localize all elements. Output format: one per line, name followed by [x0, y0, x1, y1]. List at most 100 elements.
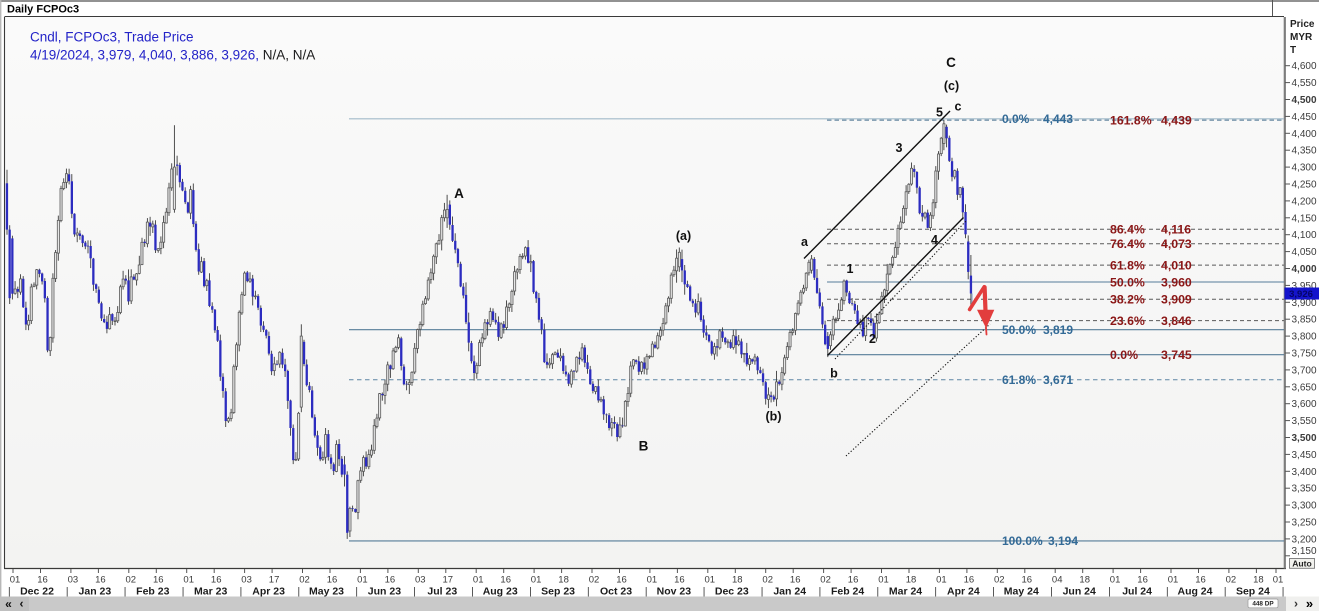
svg-text:|: | — [645, 587, 648, 598]
svg-text:Jul 23: Jul 23 — [427, 586, 457, 598]
svg-text:(b): (b) — [766, 410, 782, 424]
svg-text:3,650: 3,650 — [1292, 382, 1317, 393]
svg-text:Mar 24: Mar 24 — [889, 586, 922, 598]
svg-text:100.0%: 100.0% — [1002, 534, 1043, 548]
svg-text:a: a — [801, 235, 809, 249]
svg-text:18: 18 — [1079, 575, 1090, 586]
svg-text:|: | — [761, 587, 764, 598]
svg-text:86.4%: 86.4% — [1110, 223, 1145, 237]
svg-text:|: | — [1108, 587, 1111, 598]
svg-text:38.2%: 38.2% — [1110, 293, 1145, 307]
svg-text:4,250: 4,250 — [1292, 180, 1317, 191]
svg-text:161.8%: 161.8% — [1110, 114, 1152, 128]
svg-text:3,150: 3,150 — [1292, 546, 1317, 557]
svg-text:01: 01 — [1273, 575, 1284, 586]
svg-text:A: A — [454, 186, 464, 201]
svg-text:16: 16 — [37, 575, 48, 586]
svg-text:3,850: 3,850 — [1292, 315, 1317, 326]
svg-text:4,443: 4,443 — [1043, 112, 1073, 126]
svg-text:C: C — [946, 55, 956, 70]
svg-text:76.4%: 76.4% — [1110, 237, 1145, 251]
svg-text:(c): (c) — [944, 79, 959, 93]
svg-text:Feb 23: Feb 23 — [136, 586, 169, 598]
svg-text:4,350: 4,350 — [1292, 146, 1317, 157]
svg-text:02: 02 — [1226, 575, 1237, 586]
svg-text:Sep 23: Sep 23 — [541, 586, 575, 598]
svg-text:16: 16 — [1137, 575, 1148, 586]
svg-text:3,846: 3,846 — [1161, 314, 1192, 328]
svg-text:3,350: 3,350 — [1292, 484, 1317, 495]
svg-text:18: 18 — [732, 575, 743, 586]
svg-text:(a): (a) — [676, 229, 691, 243]
svg-text:01: 01 — [878, 575, 889, 586]
svg-text:01: 01 — [531, 575, 542, 586]
svg-text:0.0%: 0.0% — [1002, 112, 1030, 126]
svg-text:Cndl, FCPOc3, Trade Price: Cndl, FCPOc3, Trade Price — [30, 30, 194, 45]
svg-text:May 24: May 24 — [1004, 586, 1039, 598]
svg-text:4/19/2024, 3,979, 4,040, 3,886: 4/19/2024, 3,979, 4,040, 3,886, 3,926, N… — [30, 48, 315, 63]
svg-text:Apr 23: Apr 23 — [252, 586, 285, 598]
svg-text:4,116: 4,116 — [1161, 223, 1191, 237]
svg-text:3,900: 3,900 — [1292, 298, 1317, 309]
svg-text:0.0%: 0.0% — [1110, 348, 1138, 362]
svg-text:4,500: 4,500 — [1292, 95, 1317, 106]
svg-text:23.6%: 23.6% — [1110, 314, 1145, 328]
svg-text:|: | — [66, 587, 69, 598]
svg-text:448 DP: 448 DP — [1252, 601, 1274, 608]
svg-text:4,010: 4,010 — [1161, 259, 1192, 273]
svg-text:16: 16 — [964, 575, 975, 586]
svg-text:3,450: 3,450 — [1292, 450, 1317, 461]
svg-text:02: 02 — [299, 575, 310, 586]
svg-text:01: 01 — [647, 575, 658, 586]
svg-text:Auto: Auto — [1292, 558, 1312, 568]
svg-text:4,050: 4,050 — [1292, 247, 1317, 258]
svg-text:Nov 23: Nov 23 — [657, 586, 692, 598]
svg-text:50.0%: 50.0% — [1110, 275, 1145, 289]
svg-text:02: 02 — [820, 575, 831, 586]
svg-text:16: 16 — [327, 575, 338, 586]
svg-text:Jan 24: Jan 24 — [773, 586, 806, 598]
svg-text:61.8%: 61.8% — [1110, 259, 1145, 273]
svg-text:16: 16 — [1022, 575, 1033, 586]
svg-text:|: | — [1050, 587, 1053, 598]
svg-text:04: 04 — [1052, 575, 1063, 586]
svg-text:4,073: 4,073 — [1161, 237, 1192, 251]
svg-text:01: 01 — [473, 575, 484, 586]
svg-text:3,500: 3,500 — [1292, 433, 1317, 444]
svg-text:Apr 24: Apr 24 — [947, 586, 980, 598]
svg-text:4,400: 4,400 — [1292, 129, 1317, 140]
svg-text:16: 16 — [790, 575, 801, 586]
svg-text:Jan 23: Jan 23 — [79, 586, 112, 598]
svg-text:18: 18 — [906, 575, 917, 586]
svg-text:Oct 23: Oct 23 — [600, 586, 632, 598]
svg-text:|: | — [529, 587, 532, 598]
svg-text:Dec 23: Dec 23 — [715, 586, 749, 598]
svg-text:Sep 24: Sep 24 — [1236, 586, 1270, 598]
svg-text:Price: Price — [1290, 19, 1315, 30]
svg-text:|: | — [992, 587, 995, 598]
svg-text:01: 01 — [705, 575, 716, 586]
svg-text:|: | — [1224, 587, 1227, 598]
svg-text:T: T — [1290, 45, 1296, 56]
svg-text:01: 01 — [357, 575, 368, 586]
svg-text:03: 03 — [68, 575, 79, 586]
svg-text:3,700: 3,700 — [1292, 365, 1317, 376]
svg-text:3,750: 3,750 — [1292, 349, 1317, 360]
svg-text:3,926: 3,926 — [1289, 289, 1313, 300]
svg-text:MYR: MYR — [1290, 32, 1313, 43]
svg-text:02: 02 — [589, 575, 600, 586]
svg-text:3,300: 3,300 — [1292, 501, 1317, 512]
svg-text:16: 16 — [385, 575, 396, 586]
svg-text:c: c — [955, 100, 962, 114]
svg-text:|: | — [587, 587, 590, 598]
svg-text:16: 16 — [153, 575, 164, 586]
svg-text:3,600: 3,600 — [1292, 399, 1317, 410]
svg-text:|: | — [413, 587, 416, 598]
svg-text:16: 16 — [95, 575, 106, 586]
svg-text:Aug 23: Aug 23 — [483, 586, 518, 598]
svg-text:1: 1 — [847, 262, 854, 276]
svg-text:3,400: 3,400 — [1292, 467, 1317, 478]
svg-text:3,200: 3,200 — [1292, 534, 1317, 545]
svg-text:3: 3 — [896, 141, 903, 155]
svg-text:01: 01 — [1168, 575, 1179, 586]
